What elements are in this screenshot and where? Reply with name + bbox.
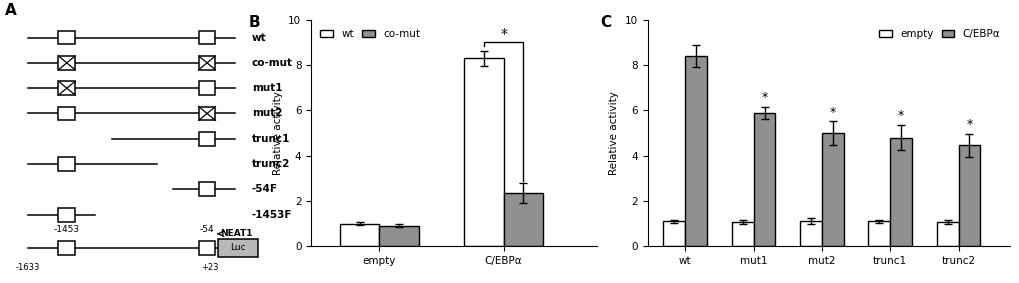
Bar [199, 132, 215, 146]
Bar [958, 145, 979, 246]
Text: NEAT1: NEAT1 [219, 229, 252, 238]
Bar [799, 221, 821, 246]
Bar [464, 58, 503, 246]
Text: *: * [897, 109, 904, 122]
Bar [867, 221, 890, 246]
Text: *: * [828, 106, 836, 119]
Y-axis label: Relative activity: Relative activity [272, 91, 282, 175]
Text: +23: +23 [201, 263, 218, 272]
Bar [58, 157, 75, 171]
Text: *: * [760, 91, 767, 104]
Text: B: B [248, 15, 260, 30]
Bar [58, 56, 75, 70]
Bar [58, 31, 75, 44]
Bar [339, 224, 379, 246]
Legend: wt, co-mut: wt, co-mut [316, 25, 424, 43]
Text: wt: wt [252, 33, 266, 42]
Bar [890, 138, 911, 246]
Bar [662, 221, 685, 246]
Text: *: * [499, 27, 506, 41]
Bar [199, 81, 215, 95]
Text: trunc1: trunc1 [252, 134, 290, 144]
Bar [685, 56, 706, 246]
Bar [821, 133, 843, 246]
Bar [218, 239, 258, 257]
Text: trunc2: trunc2 [252, 159, 290, 169]
Bar [503, 193, 543, 246]
Text: -1453: -1453 [54, 225, 79, 234]
Text: C: C [600, 15, 611, 30]
Text: -54: -54 [200, 225, 214, 234]
Text: -54F: -54F [252, 185, 277, 194]
Text: mut2: mut2 [252, 108, 282, 119]
Bar [199, 31, 215, 44]
Text: *: * [965, 118, 972, 131]
Text: mut1: mut1 [252, 83, 282, 93]
Bar [58, 241, 75, 255]
Bar [58, 208, 75, 222]
Bar [731, 222, 753, 246]
Bar [199, 106, 215, 121]
Text: A: A [5, 3, 17, 18]
Text: co-mut: co-mut [252, 58, 292, 68]
Text: -1633: -1633 [15, 263, 40, 272]
Bar [379, 226, 419, 246]
Legend: empty, C/EBPα: empty, C/EBPα [874, 25, 1004, 43]
Bar [935, 222, 958, 246]
Bar [199, 183, 215, 196]
Bar [58, 106, 75, 121]
Bar [753, 113, 774, 246]
Text: -1453F: -1453F [252, 210, 292, 220]
Y-axis label: Relative activity: Relative activity [608, 91, 619, 175]
Bar [199, 56, 215, 70]
Bar [199, 241, 215, 255]
Bar [58, 81, 75, 95]
Text: Luc: Luc [230, 243, 246, 252]
